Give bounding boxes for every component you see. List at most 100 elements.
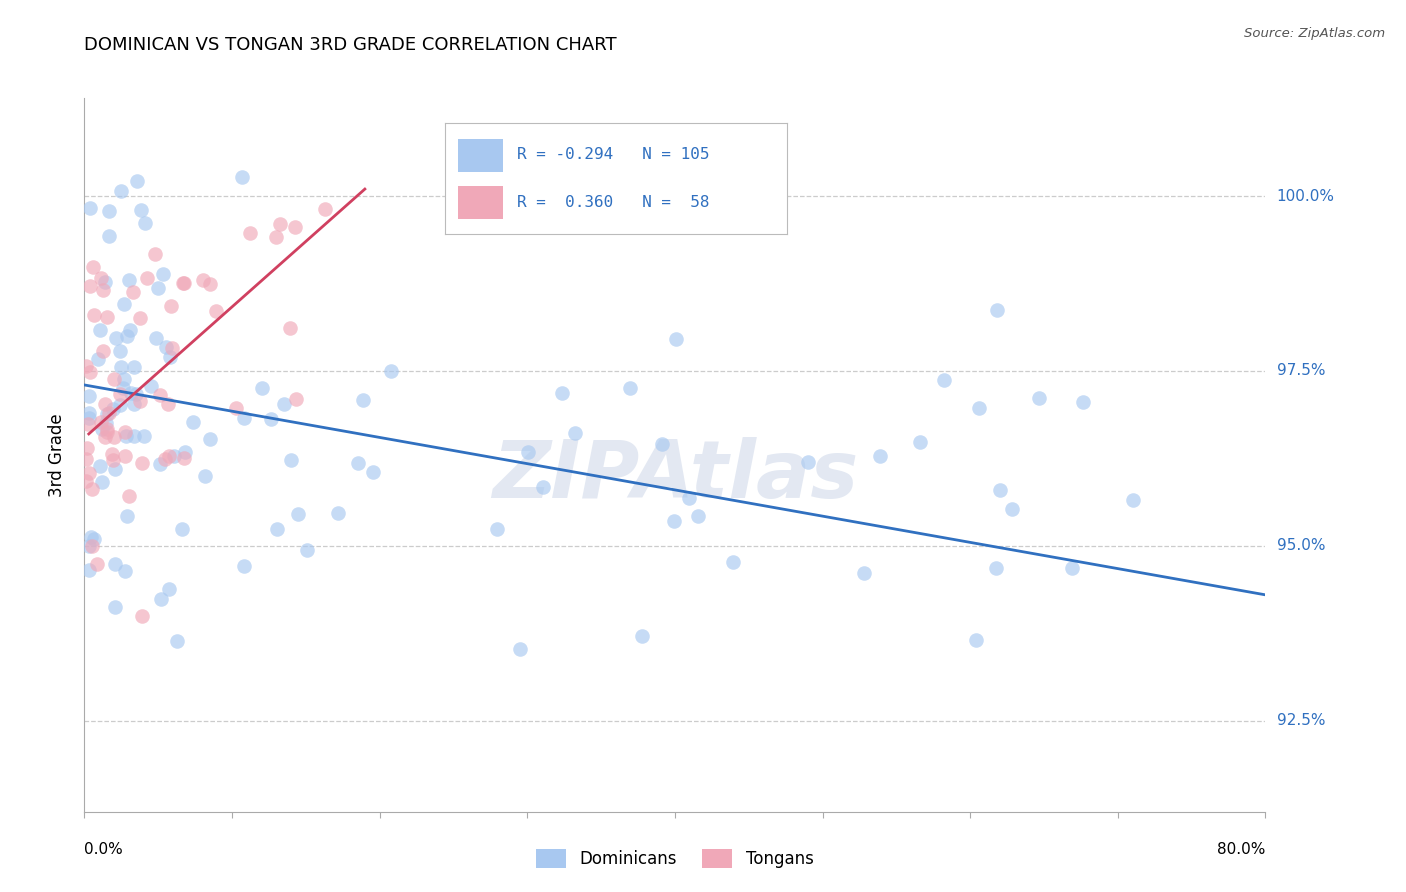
Point	[83, 532, 105, 546]
Text: R = -0.294   N = 105: R = -0.294 N = 105	[516, 147, 709, 162]
Point	[77, 417, 100, 431]
Point	[284, 220, 307, 235]
Point	[90, 271, 112, 285]
Point	[115, 509, 138, 524]
Point	[149, 388, 172, 402]
Point	[486, 522, 509, 536]
Point	[79, 202, 101, 216]
Legend: Dominicans, Tongans: Dominicans, Tongans	[530, 842, 820, 875]
Point	[159, 351, 181, 365]
Point	[665, 332, 688, 346]
Point	[965, 633, 987, 648]
Point	[125, 387, 148, 401]
Text: 92.5%: 92.5%	[1277, 714, 1324, 728]
Point	[662, 514, 685, 528]
Y-axis label: 3rd Grade: 3rd Grade	[48, 413, 66, 497]
Point	[111, 381, 134, 395]
Point	[80, 530, 103, 544]
Point	[287, 507, 309, 521]
Point	[932, 373, 955, 387]
Point	[233, 558, 256, 573]
Point	[104, 599, 127, 614]
Point	[76, 441, 98, 455]
Point	[82, 260, 104, 274]
Point	[79, 466, 101, 480]
Point	[531, 480, 554, 494]
Point	[517, 445, 540, 459]
Point	[631, 629, 654, 643]
Point	[988, 483, 1011, 497]
Point	[131, 456, 153, 470]
Point	[103, 372, 125, 386]
Point	[156, 397, 179, 411]
Point	[117, 329, 139, 343]
Point	[114, 450, 136, 464]
Point	[91, 475, 114, 489]
Point	[96, 422, 118, 436]
Point	[118, 490, 141, 504]
Text: ZIPAtlas: ZIPAtlas	[492, 437, 858, 516]
Point	[110, 184, 132, 198]
Point	[153, 452, 176, 467]
Text: Source: ZipAtlas.com: Source: ZipAtlas.com	[1244, 27, 1385, 40]
Point	[97, 204, 120, 219]
Point	[155, 340, 177, 354]
Point	[172, 276, 194, 290]
Point	[1062, 561, 1084, 575]
Point	[250, 381, 273, 395]
Point	[1001, 501, 1024, 516]
Point	[853, 566, 876, 580]
Point	[269, 217, 291, 231]
Point	[967, 401, 990, 415]
Point	[96, 408, 118, 422]
Point	[986, 560, 1008, 574]
Point	[232, 411, 254, 425]
Text: DOMINICAN VS TONGAN 3RD GRADE CORRELATION CHART: DOMINICAN VS TONGAN 3RD GRADE CORRELATIO…	[84, 36, 617, 54]
Point	[1122, 493, 1144, 508]
Point	[149, 457, 172, 471]
Point	[205, 304, 228, 318]
Point	[550, 385, 572, 400]
Point	[108, 344, 131, 359]
Point	[122, 429, 145, 443]
Point	[97, 406, 120, 420]
Point	[77, 406, 100, 420]
Point	[115, 429, 138, 443]
Point	[273, 397, 295, 411]
Point	[264, 230, 287, 244]
Point	[91, 283, 114, 297]
Point	[77, 389, 100, 403]
Point	[129, 202, 152, 217]
Point	[118, 273, 141, 287]
Point	[128, 311, 150, 326]
Point	[198, 432, 221, 446]
Point	[104, 462, 127, 476]
Point	[108, 387, 131, 401]
Point	[132, 429, 155, 443]
Point	[122, 397, 145, 411]
Text: 95.0%: 95.0%	[1277, 539, 1324, 553]
Point	[120, 323, 142, 337]
Point	[79, 365, 101, 379]
Point	[284, 392, 307, 407]
Point	[346, 456, 368, 470]
Point	[143, 246, 166, 260]
Point	[90, 415, 112, 429]
Point	[75, 451, 97, 466]
Point	[1028, 391, 1050, 405]
Point	[174, 444, 197, 458]
Bar	[458, 138, 503, 172]
Point	[122, 360, 145, 375]
Point	[146, 281, 169, 295]
Point	[89, 323, 111, 337]
Point	[103, 453, 125, 467]
Point	[1073, 395, 1095, 409]
Point	[200, 277, 222, 291]
Point	[108, 398, 131, 412]
Point	[79, 278, 101, 293]
Point	[141, 379, 163, 393]
Point	[157, 582, 180, 597]
Point	[94, 397, 117, 411]
Point	[796, 455, 818, 469]
Point	[678, 491, 700, 506]
